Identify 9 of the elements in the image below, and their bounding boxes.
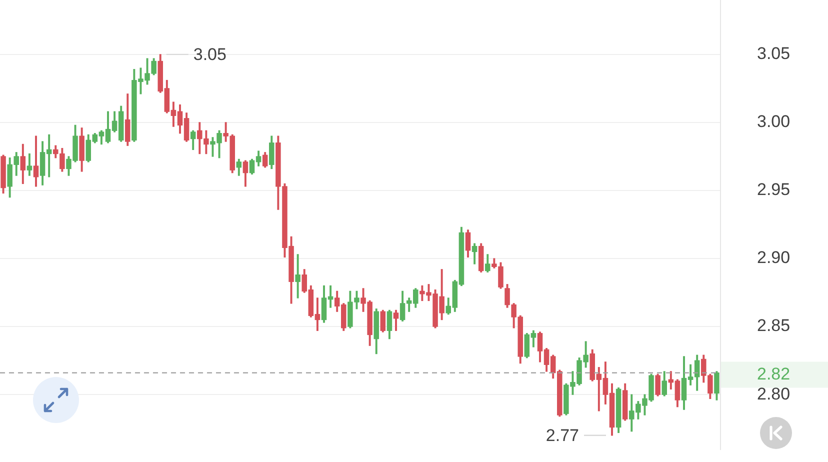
y-tick-label: 2.95 <box>757 180 790 200</box>
y-tick-label: 3.05 <box>757 44 790 64</box>
y-tick-label: 2.85 <box>757 316 790 336</box>
y-tick-label: 2.80 <box>757 384 790 404</box>
annotation: 3.05 <box>193 45 226 64</box>
y-tick-label: 3.00 <box>757 112 790 132</box>
y-tick-label: 2.90 <box>757 248 790 268</box>
ref-line-label: 2.82 <box>757 364 790 384</box>
annotation: 2.77 <box>546 426 579 446</box>
